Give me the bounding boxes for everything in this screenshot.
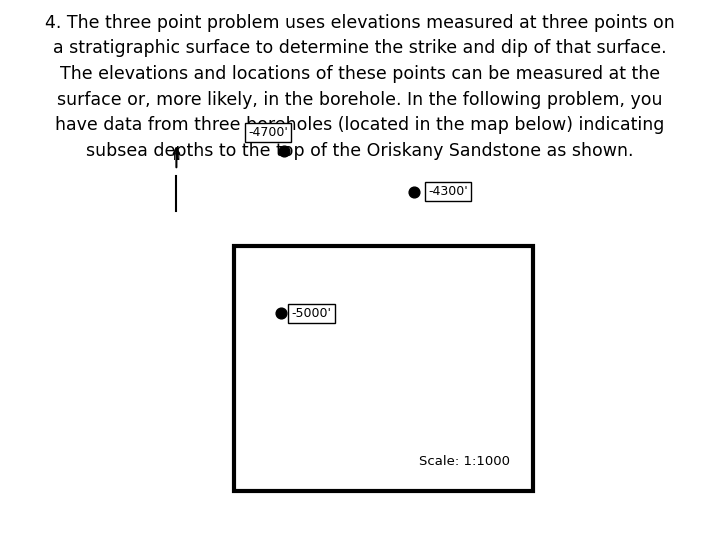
Text: N: N	[173, 152, 180, 161]
Bar	[234, 246, 533, 491]
Point	[275, 309, 287, 318]
Text: 4. The three point problem uses elevations measured at three points on
a stratig: 4. The three point problem uses elevatio…	[45, 14, 675, 160]
Text: -4300': -4300'	[428, 185, 468, 198]
Point	[408, 187, 420, 196]
Text: Scale: 1:1000: Scale: 1:1000	[419, 455, 510, 468]
Text: -4700': -4700'	[248, 126, 288, 139]
Point	[279, 147, 290, 156]
Text: -5000': -5000'	[292, 307, 332, 320]
